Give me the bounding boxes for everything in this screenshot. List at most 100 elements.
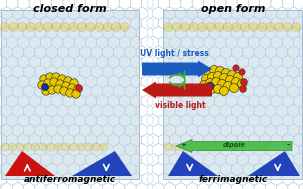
Circle shape	[50, 78, 58, 86]
Circle shape	[58, 75, 66, 83]
Circle shape	[1, 22, 9, 32]
Text: UV light / stress: UV light / stress	[140, 50, 208, 59]
Circle shape	[48, 86, 56, 94]
Circle shape	[62, 143, 70, 151]
Circle shape	[171, 143, 180, 151]
Circle shape	[201, 87, 211, 95]
Circle shape	[92, 143, 100, 151]
FancyArrow shape	[142, 60, 212, 77]
Circle shape	[66, 89, 74, 97]
Circle shape	[62, 82, 70, 90]
Text: visible light: visible light	[155, 101, 205, 109]
Circle shape	[60, 87, 68, 95]
Circle shape	[223, 22, 232, 32]
Circle shape	[221, 68, 231, 77]
Circle shape	[233, 65, 239, 71]
Bar	[163, 10, 302, 179]
Circle shape	[164, 22, 172, 32]
Circle shape	[38, 81, 46, 89]
Circle shape	[201, 74, 211, 84]
Circle shape	[232, 143, 240, 151]
Circle shape	[187, 143, 195, 151]
Circle shape	[258, 22, 267, 32]
Polygon shape	[72, 151, 132, 176]
Circle shape	[204, 67, 212, 77]
Circle shape	[32, 143, 39, 151]
Circle shape	[40, 75, 48, 83]
Text: dipole: dipole	[222, 142, 245, 148]
Circle shape	[42, 87, 50, 95]
Circle shape	[232, 22, 241, 32]
Circle shape	[198, 22, 207, 32]
Circle shape	[215, 67, 225, 75]
Circle shape	[86, 22, 95, 32]
Circle shape	[208, 73, 217, 81]
Text: open form: open form	[201, 4, 265, 14]
Bar	[1, 10, 139, 179]
Text: closed form: closed form	[33, 4, 107, 14]
Circle shape	[68, 84, 76, 92]
Text: +: +	[180, 142, 186, 148]
Circle shape	[199, 81, 208, 90]
Circle shape	[47, 143, 55, 151]
Polygon shape	[168, 151, 218, 176]
Circle shape	[9, 22, 18, 32]
Circle shape	[69, 143, 77, 151]
Circle shape	[54, 85, 62, 93]
Circle shape	[43, 22, 52, 32]
Circle shape	[231, 143, 238, 150]
Circle shape	[206, 22, 215, 32]
Circle shape	[240, 143, 248, 151]
Circle shape	[205, 78, 215, 88]
Circle shape	[46, 73, 54, 81]
Circle shape	[172, 22, 181, 32]
Circle shape	[76, 85, 82, 91]
Circle shape	[217, 143, 225, 151]
Text: antiferromagnetic: antiferromagnetic	[24, 175, 116, 184]
Circle shape	[202, 143, 210, 151]
FancyArrow shape	[142, 81, 212, 98]
Circle shape	[292, 22, 301, 32]
Circle shape	[181, 22, 190, 32]
Circle shape	[35, 22, 44, 32]
Circle shape	[100, 143, 108, 151]
Circle shape	[219, 87, 228, 95]
Circle shape	[229, 84, 238, 92]
Circle shape	[26, 22, 35, 32]
Circle shape	[24, 143, 32, 151]
Circle shape	[241, 78, 248, 85]
Circle shape	[210, 143, 218, 151]
Circle shape	[69, 22, 78, 32]
Circle shape	[52, 22, 61, 32]
Circle shape	[72, 90, 80, 98]
Circle shape	[248, 143, 256, 151]
Circle shape	[78, 22, 86, 32]
Circle shape	[164, 143, 172, 151]
Circle shape	[103, 22, 112, 32]
Circle shape	[206, 82, 214, 90]
Circle shape	[215, 22, 224, 32]
Circle shape	[234, 73, 242, 81]
Circle shape	[263, 143, 271, 151]
Circle shape	[95, 22, 104, 32]
Circle shape	[275, 22, 284, 32]
Circle shape	[239, 85, 247, 92]
Circle shape	[8, 143, 17, 151]
Polygon shape	[248, 151, 300, 176]
Circle shape	[44, 79, 52, 87]
Circle shape	[74, 85, 82, 93]
Circle shape	[42, 83, 48, 91]
Circle shape	[266, 22, 275, 32]
Circle shape	[224, 81, 232, 91]
Circle shape	[56, 80, 64, 88]
Circle shape	[112, 22, 121, 32]
Circle shape	[225, 75, 235, 84]
Circle shape	[70, 79, 78, 87]
Circle shape	[195, 143, 202, 151]
Circle shape	[238, 80, 247, 88]
FancyArrow shape	[176, 139, 292, 153]
Circle shape	[228, 70, 237, 80]
Circle shape	[179, 143, 187, 151]
Circle shape	[16, 143, 24, 151]
Polygon shape	[5, 151, 55, 176]
